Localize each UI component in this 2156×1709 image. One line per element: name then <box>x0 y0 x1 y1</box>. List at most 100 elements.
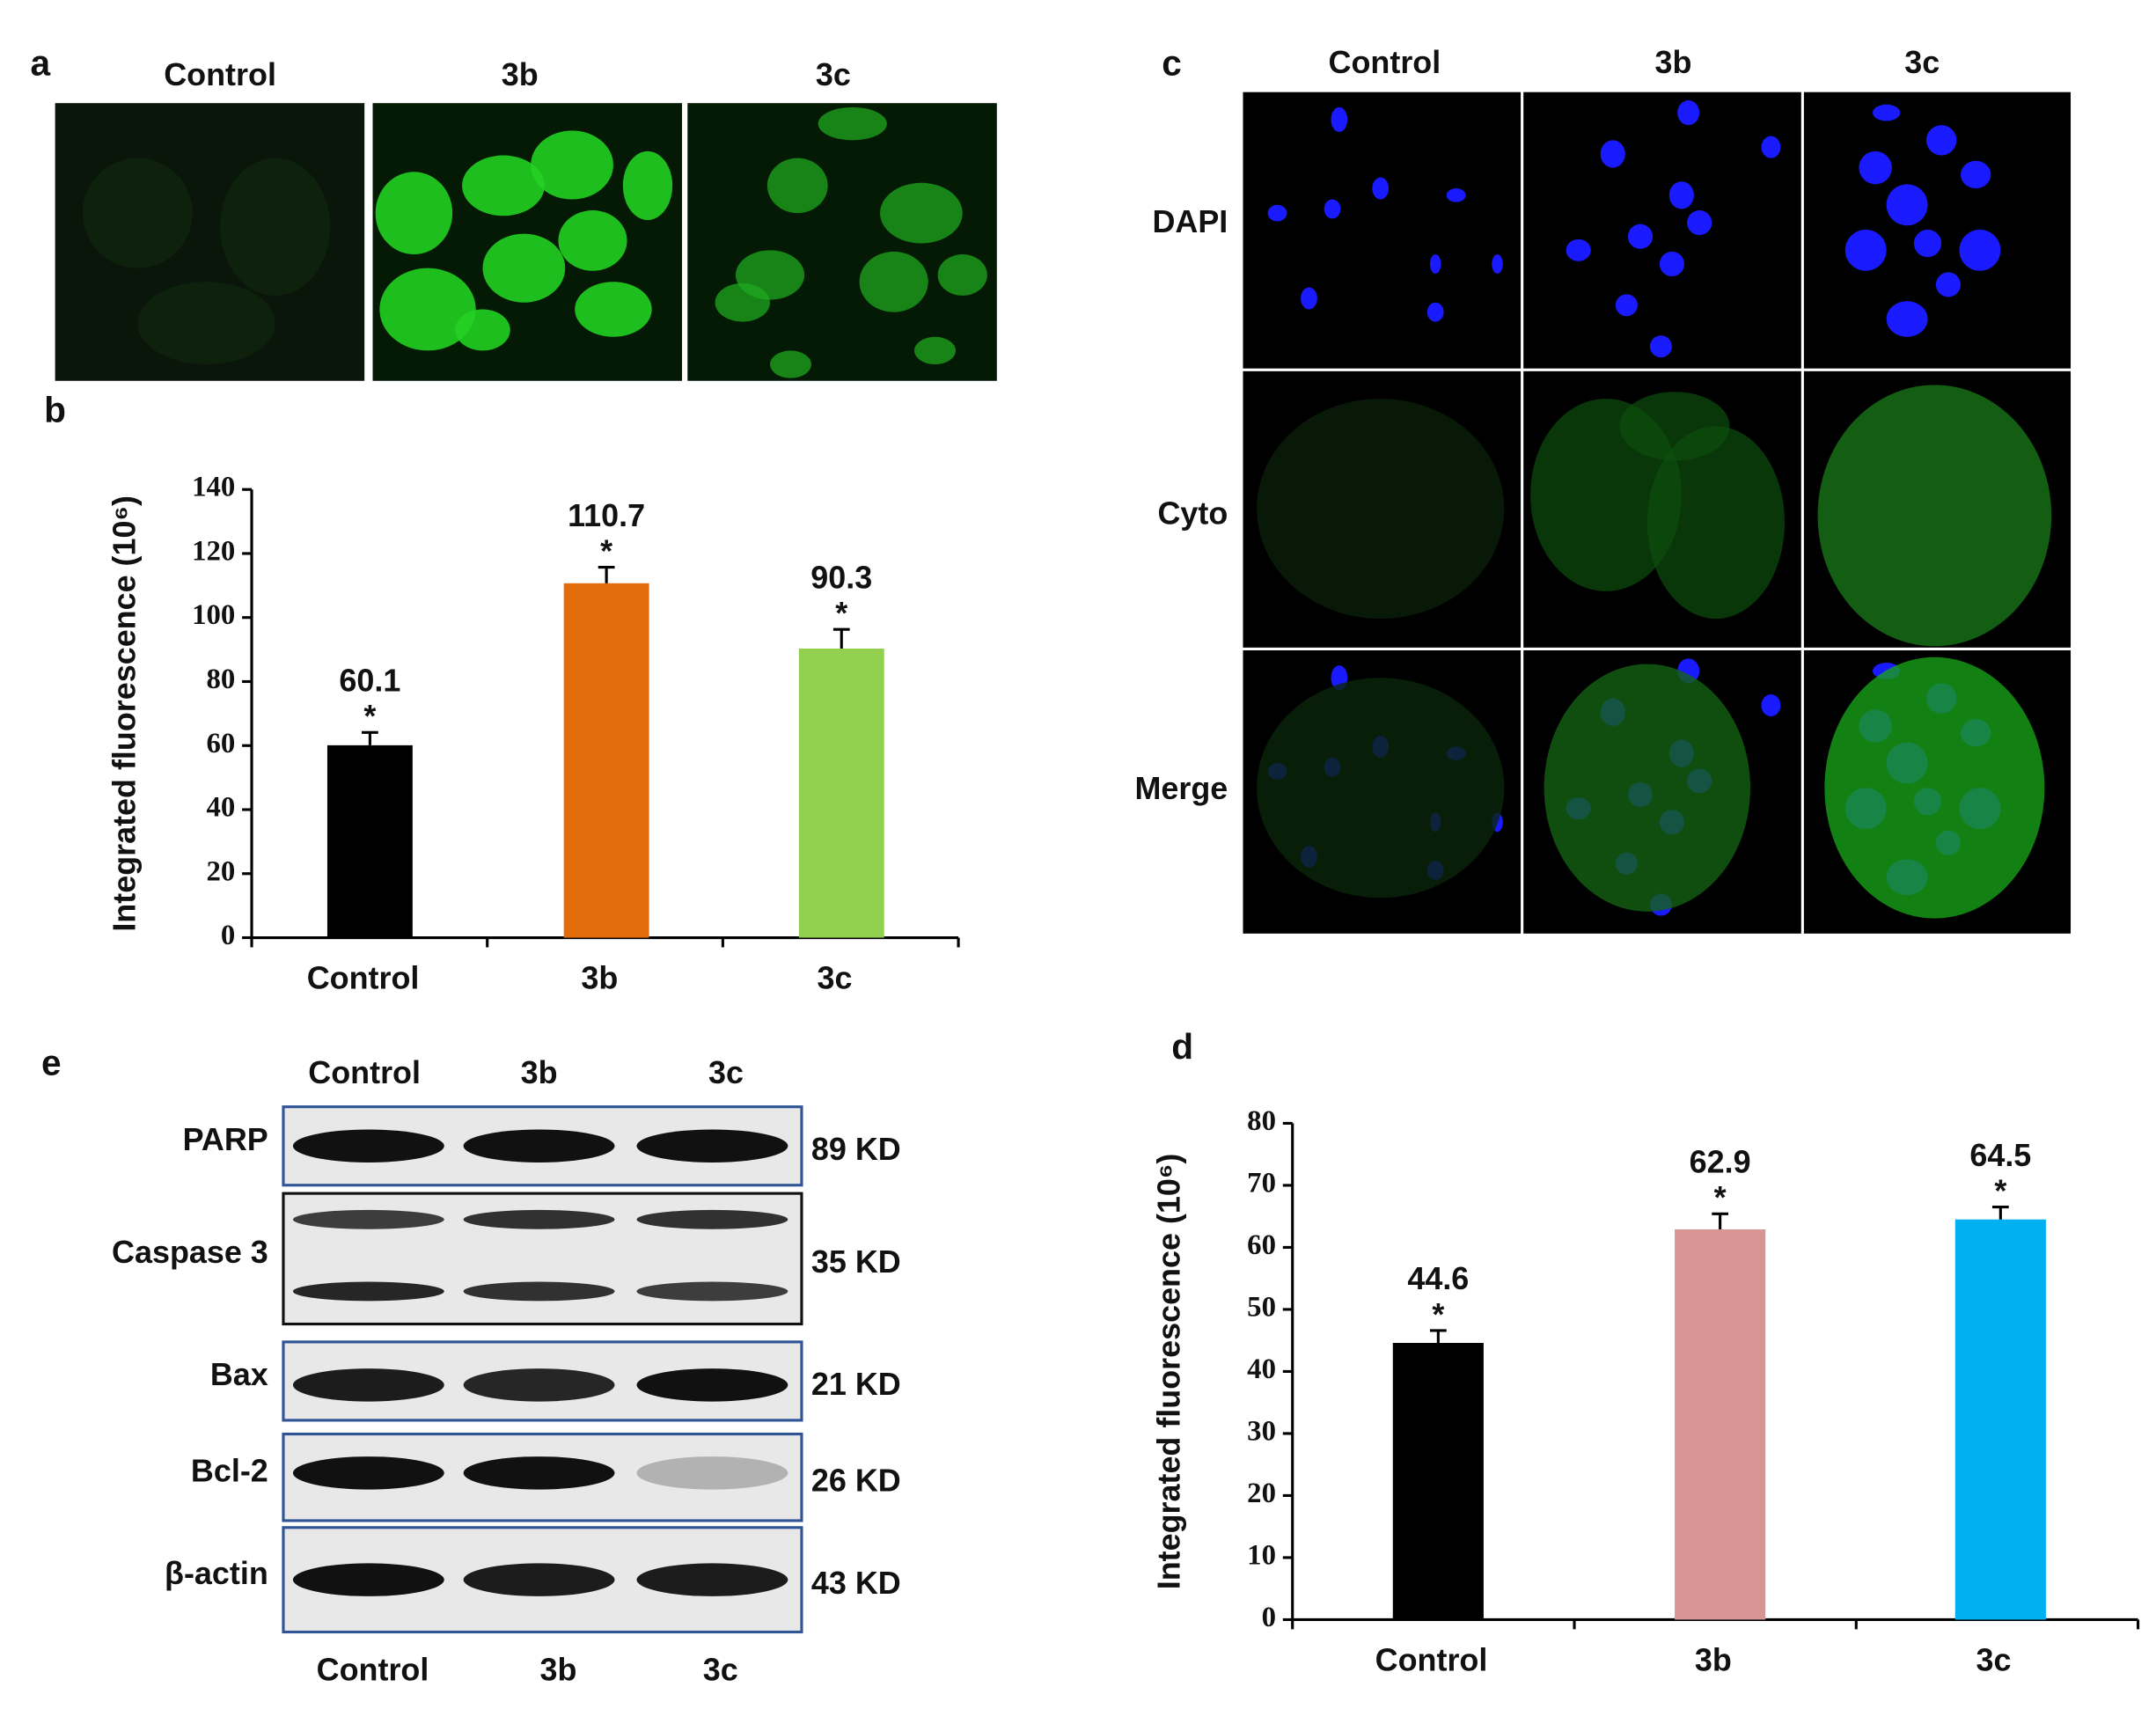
cell <box>1600 140 1625 168</box>
band <box>636 1563 788 1596</box>
band-label: Bcl-2 <box>191 1453 268 1489</box>
cell <box>818 106 887 141</box>
cell <box>1267 204 1287 222</box>
value-label: 44.6 <box>1407 1260 1469 1296</box>
panel-label: b <box>44 389 66 429</box>
micrograph <box>687 103 997 381</box>
y-tick-label: 70 <box>1247 1167 1276 1199</box>
x-tick-label: 3b <box>1695 1641 1732 1677</box>
y-tick-label: 20 <box>1247 1478 1276 1509</box>
cell <box>482 233 566 303</box>
x-tick-label: Control <box>307 959 420 995</box>
cell <box>1913 229 1942 258</box>
bar <box>563 583 649 938</box>
cell <box>1925 125 1957 156</box>
cell <box>1619 392 1730 461</box>
bar <box>798 649 884 938</box>
band-label: Bax <box>210 1356 268 1392</box>
band <box>463 1563 615 1596</box>
column-label: 3c <box>703 1651 738 1687</box>
band <box>636 1456 788 1490</box>
y-tick-label: 40 <box>206 792 235 824</box>
band-size: 21 KD <box>811 1366 901 1402</box>
band-size: 35 KD <box>811 1243 901 1280</box>
band <box>292 1209 444 1229</box>
cell <box>1257 678 1505 899</box>
cell <box>1873 104 1901 121</box>
value-label: 64.5 <box>1969 1137 2031 1173</box>
cell <box>1566 238 1591 261</box>
cell <box>770 350 811 378</box>
bar <box>1954 1219 2046 1620</box>
value-label: 60.1 <box>339 663 400 699</box>
value-label: 110.7 <box>568 497 645 533</box>
cell <box>1761 136 1781 158</box>
cell <box>462 155 545 216</box>
bar <box>1675 1229 1766 1620</box>
cell <box>455 309 510 351</box>
band <box>292 1456 444 1490</box>
cell <box>1426 302 1444 322</box>
cell <box>1627 224 1654 249</box>
band-label: Caspase 3 <box>112 1234 268 1270</box>
column-label: Control <box>164 56 276 92</box>
cell <box>1761 693 1781 716</box>
cell <box>859 251 928 312</box>
panel-label: c <box>1162 43 1182 84</box>
column-label: 3c <box>1904 44 1940 80</box>
band <box>463 1129 615 1163</box>
cell <box>1886 184 1928 226</box>
cell <box>375 172 453 255</box>
band <box>292 1281 444 1302</box>
panel-label: d <box>1171 1026 1193 1067</box>
cell <box>220 158 331 296</box>
bar <box>326 744 413 938</box>
x-tick-label: 3c <box>817 959 852 995</box>
band <box>636 1129 788 1163</box>
cell <box>1659 251 1684 277</box>
column-label: Control <box>317 1651 429 1687</box>
y-tick-label: 0 <box>1262 1602 1276 1633</box>
column-label: 3b <box>521 1054 558 1090</box>
y-axis-label: Integrated fluorescence (10⁶) <box>1151 1154 1187 1590</box>
band <box>292 1563 444 1596</box>
band <box>292 1129 444 1163</box>
band <box>463 1281 615 1302</box>
y-tick-label: 20 <box>206 855 235 887</box>
row-label: DAPI <box>1152 203 1228 239</box>
column-label: Control <box>1329 44 1441 80</box>
cell <box>1301 287 1317 310</box>
y-tick-label: 30 <box>1247 1415 1276 1447</box>
cell <box>1935 272 1962 297</box>
band-size: 43 KD <box>811 1565 901 1601</box>
cell <box>1446 188 1466 202</box>
band <box>463 1368 615 1402</box>
cell <box>1824 656 2045 919</box>
cell <box>379 268 476 351</box>
cell <box>1649 335 1672 358</box>
band <box>636 1368 788 1402</box>
micrograph <box>1523 92 1801 369</box>
cell <box>1324 199 1341 219</box>
cell <box>880 182 963 244</box>
cell <box>622 150 673 220</box>
cell <box>1615 294 1638 317</box>
band-label: PARP <box>183 1121 268 1157</box>
cell <box>715 282 771 322</box>
y-tick-label: 0 <box>221 920 235 951</box>
row-label: Merge <box>1134 770 1228 806</box>
panel-label: e <box>41 1043 62 1083</box>
cell <box>1668 181 1694 209</box>
y-tick-label: 50 <box>1247 1291 1276 1323</box>
micrograph <box>1243 92 1522 369</box>
x-tick-label: 3c <box>1976 1641 2012 1677</box>
x-tick-label: 3b <box>581 959 618 995</box>
column-label: Control <box>308 1054 421 1090</box>
cell <box>1817 385 2052 647</box>
value-label: 62.9 <box>1690 1144 1751 1180</box>
cell <box>575 282 652 337</box>
column-label: 3c <box>708 1054 744 1090</box>
y-tick-label: 40 <box>1247 1353 1276 1385</box>
cell <box>1859 150 1892 185</box>
